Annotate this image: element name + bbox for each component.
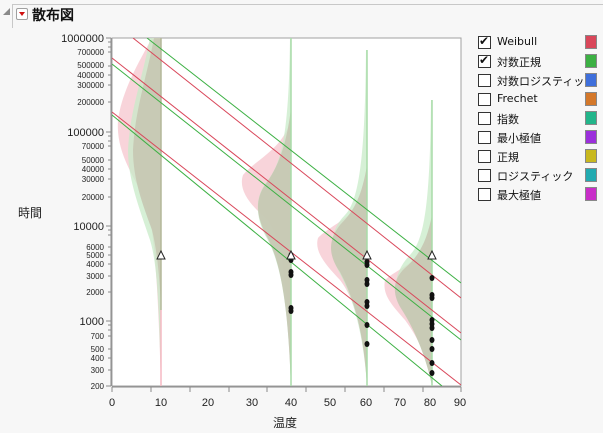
svg-text:50: 50: [324, 397, 336, 409]
x-axis: [111, 386, 462, 392]
legend-item-loglogistic[interactable]: 対数ロジスティック: [478, 72, 603, 92]
svg-text:1000000: 1000000: [61, 33, 104, 45]
svg-text:30: 30: [246, 397, 258, 409]
svg-text:5000: 5000: [86, 251, 104, 260]
svg-text:4000: 4000: [86, 260, 104, 269]
legend-item-normal[interactable]: 正規: [478, 148, 603, 168]
svg-text:1000: 1000: [80, 316, 104, 328]
legend-item-frechet[interactable]: Frechet: [478, 91, 603, 111]
logistic-checkbox[interactable]: [478, 169, 491, 182]
svg-text:10: 10: [155, 397, 167, 409]
svg-text:20: 20: [202, 397, 214, 409]
lognormal-checkbox[interactable]: [478, 53, 491, 68]
svg-text:30000: 30000: [82, 175, 105, 184]
svg-text:100000: 100000: [67, 127, 104, 139]
svg-text:3000: 3000: [86, 272, 104, 281]
svg-text:70000: 70000: [82, 142, 105, 151]
density-shapes: [117, 38, 432, 386]
color-swatch[interactable]: [585, 73, 597, 87]
fit-lines: [112, 38, 461, 386]
loglogistic-checkbox[interactable]: [478, 74, 491, 87]
svg-text:2000: 2000: [86, 288, 104, 297]
legend-label: 対数ロジスティック: [497, 75, 596, 88]
legend-item-exponential[interactable]: 指数: [478, 110, 603, 130]
color-swatch[interactable]: [585, 54, 597, 68]
legend-item-lognormal[interactable]: 対数正規: [478, 53, 603, 73]
svg-text:80: 80: [424, 397, 436, 409]
legend-item-sev[interactable]: 最小極値: [478, 129, 603, 149]
legend-label: 最小極値: [497, 132, 541, 145]
color-swatch[interactable]: [585, 187, 597, 201]
sev-checkbox[interactable]: [478, 131, 491, 144]
y-axis: [106, 37, 112, 387]
svg-text:200: 200: [91, 382, 105, 391]
svg-text:200000: 200000: [77, 98, 104, 107]
color-swatch[interactable]: [585, 130, 597, 144]
legend-item-logistic[interactable]: ロジスティック: [478, 167, 603, 187]
exponential-checkbox[interactable]: [478, 112, 491, 125]
svg-text:6000: 6000: [86, 243, 104, 252]
header-frame: [12, 4, 603, 28]
weibull-checkbox[interactable]: [478, 34, 491, 49]
legend-label: 指数: [497, 113, 519, 126]
legend-item-lev[interactable]: 最大極値: [478, 186, 603, 206]
svg-text:10000: 10000: [73, 221, 104, 233]
svg-text:40000: 40000: [82, 165, 105, 174]
legend-label: Frechet: [497, 92, 538, 105]
svg-text:50000: 50000: [82, 156, 105, 165]
frechet-checkbox[interactable]: [478, 93, 491, 106]
svg-text:700000: 700000: [77, 48, 104, 57]
lev-checkbox[interactable]: [478, 188, 491, 201]
color-swatch[interactable]: [585, 149, 597, 163]
scatter-plot: 1000000 700000 500000 400000 300000 2000…: [61, 33, 466, 409]
y-tick-labels: 1000000 700000 500000 400000 300000 2000…: [61, 33, 104, 391]
report-header: 散布図: [0, 0, 603, 28]
svg-text:70: 70: [394, 397, 406, 409]
legend-label: 対数正規: [497, 56, 541, 69]
svg-text:20000: 20000: [82, 193, 105, 202]
legend-label: 正規: [497, 151, 519, 164]
svg-text:500000: 500000: [77, 61, 104, 70]
y-axis-label: 時間: [18, 206, 43, 220]
svg-text:400: 400: [91, 354, 105, 363]
svg-text:500: 500: [91, 345, 105, 354]
svg-text:700: 700: [91, 332, 105, 341]
legend-label: Weibull: [497, 35, 538, 48]
svg-text:300: 300: [91, 366, 105, 375]
x-axis-label: 温度: [273, 416, 298, 430]
red-triangle-menu-icon[interactable]: [16, 8, 28, 20]
report-title: 散布図: [32, 8, 74, 24]
svg-text:0: 0: [109, 397, 115, 409]
x-tick-labels: 0 10 20 30 40 50 60 70 80 90: [109, 397, 466, 409]
legend-label: 最大極値: [497, 189, 541, 202]
svg-text:400000: 400000: [77, 71, 104, 80]
censored-markers: [156, 249, 437, 260]
color-swatch[interactable]: [585, 92, 597, 106]
svg-text:300000: 300000: [77, 81, 104, 90]
svg-text:90: 90: [454, 397, 466, 409]
legend-item-weibull[interactable]: Weibull: [478, 34, 603, 54]
color-swatch[interactable]: [585, 35, 597, 49]
legend-label: ロジスティック: [497, 170, 574, 183]
normal-checkbox[interactable]: [478, 150, 491, 163]
collapse-triangle-icon[interactable]: [3, 8, 10, 15]
svg-text:40: 40: [285, 397, 297, 409]
color-swatch[interactable]: [585, 111, 597, 125]
color-swatch[interactable]: [585, 168, 597, 182]
svg-text:60: 60: [360, 397, 372, 409]
